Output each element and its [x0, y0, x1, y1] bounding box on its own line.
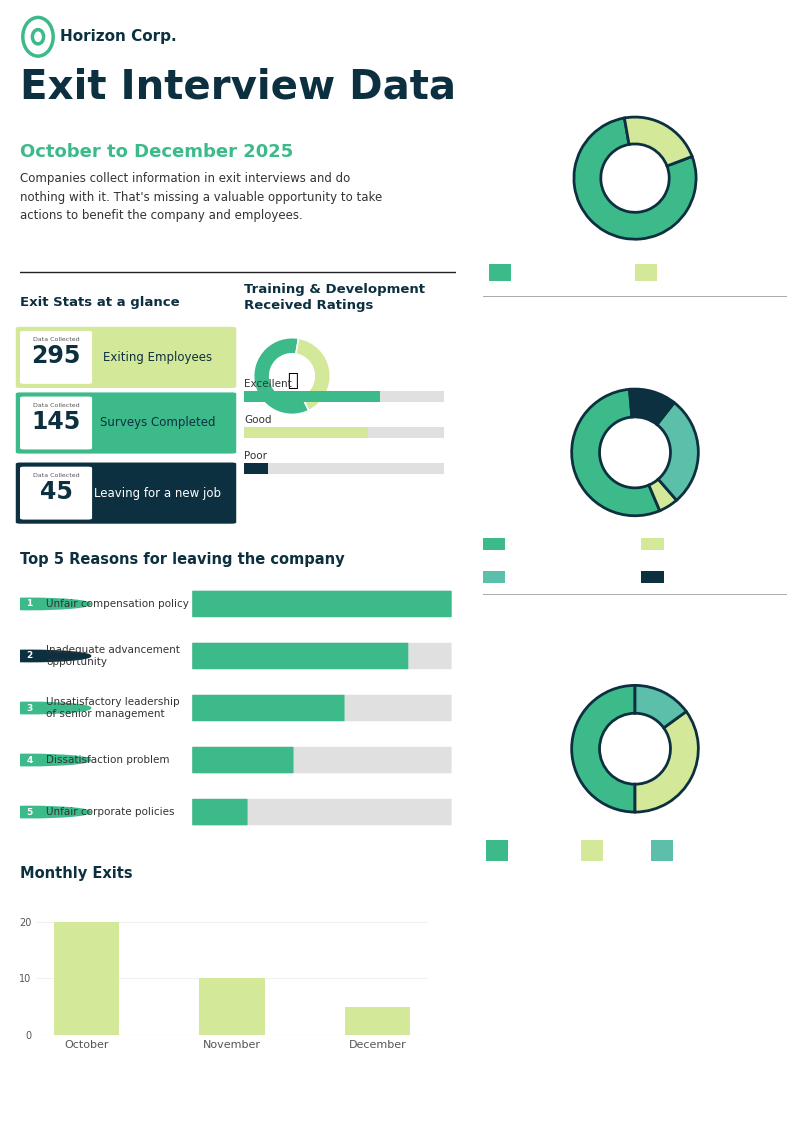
Text: Unfair corporate policies: Unfair corporate policies: [46, 808, 174, 817]
Text: Data Collected: Data Collected: [33, 403, 79, 408]
FancyBboxPatch shape: [20, 397, 92, 449]
FancyBboxPatch shape: [244, 428, 368, 438]
Text: Yes: Yes: [518, 846, 536, 855]
Text: 💼: 💼: [286, 372, 298, 390]
Text: Preventable VS Non-Preventable: Preventable VS Non-Preventable: [512, 71, 758, 85]
FancyBboxPatch shape: [244, 428, 444, 438]
Circle shape: [0, 754, 90, 766]
FancyBboxPatch shape: [483, 571, 505, 582]
FancyBboxPatch shape: [16, 327, 236, 388]
Wedge shape: [630, 389, 674, 424]
Text: ⚙: ⚙: [622, 170, 649, 199]
FancyBboxPatch shape: [16, 463, 236, 524]
FancyBboxPatch shape: [244, 464, 268, 474]
Wedge shape: [572, 389, 660, 516]
Text: 295: 295: [31, 344, 81, 369]
Bar: [345, 1007, 410, 1035]
Text: Dissatisfaction problem: Dissatisfaction problem: [46, 756, 170, 765]
Text: Unsatisfactory leadership
of senior management: Unsatisfactory leadership of senior mana…: [46, 697, 180, 719]
FancyBboxPatch shape: [486, 840, 508, 861]
FancyBboxPatch shape: [192, 746, 452, 774]
Text: Over-all Satisfaction
Exiting Employees: Over-all Satisfaction Exiting Employees: [558, 321, 712, 351]
FancyBboxPatch shape: [244, 464, 444, 474]
FancyBboxPatch shape: [192, 746, 294, 774]
Text: Surveys Completed: Surveys Completed: [100, 416, 215, 430]
Text: 4: 4: [26, 756, 33, 765]
Text: Inadequate advancement
opportunity: Inadequate advancement opportunity: [46, 645, 180, 667]
FancyBboxPatch shape: [192, 642, 452, 670]
Text: Very Satisfied: Very Satisfied: [673, 539, 742, 550]
Text: Top 5 Reasons for leaving the company: Top 5 Reasons for leaving the company: [20, 552, 345, 568]
Bar: [199, 978, 265, 1035]
FancyBboxPatch shape: [192, 694, 452, 722]
Text: Data Collected: Data Collected: [33, 473, 79, 478]
Text: 1: 1: [26, 599, 33, 608]
Circle shape: [0, 650, 90, 662]
Wedge shape: [635, 685, 686, 728]
Text: Preventable: Preventable: [521, 268, 587, 277]
Text: Not satisfied: Not satisfied: [514, 571, 578, 581]
Text: Would you recommend a friend
to work in the company?: Would you recommend a friend to work in …: [518, 620, 753, 649]
Text: Poor: Poor: [244, 451, 267, 461]
Text: ✓: ✓: [622, 444, 648, 473]
FancyBboxPatch shape: [483, 538, 505, 550]
FancyBboxPatch shape: [192, 798, 452, 826]
Wedge shape: [635, 711, 698, 812]
Text: 145: 145: [31, 409, 81, 434]
FancyBboxPatch shape: [651, 840, 673, 861]
Text: Excellent: Excellent: [244, 379, 292, 389]
Text: October to December 2025: October to December 2025: [20, 143, 294, 161]
FancyBboxPatch shape: [490, 264, 511, 282]
FancyBboxPatch shape: [16, 392, 236, 454]
Wedge shape: [649, 480, 677, 511]
Text: Unfair compensation policy: Unfair compensation policy: [46, 599, 189, 608]
FancyBboxPatch shape: [581, 840, 603, 861]
Text: 5: 5: [26, 808, 33, 817]
Wedge shape: [657, 403, 698, 500]
Text: No: No: [613, 846, 628, 855]
Circle shape: [0, 598, 90, 610]
Wedge shape: [296, 338, 330, 411]
Text: I don't know: I don't know: [682, 846, 750, 855]
FancyBboxPatch shape: [642, 538, 663, 550]
Text: Horizon Corp.: Horizon Corp.: [60, 29, 177, 44]
FancyBboxPatch shape: [20, 331, 92, 383]
FancyBboxPatch shape: [192, 694, 345, 722]
Text: Companies collect information in exit interviews and do
nothing with it. That's : Companies collect information in exit in…: [20, 172, 382, 223]
Wedge shape: [574, 118, 696, 239]
Text: 3: 3: [26, 703, 33, 713]
Text: Exiting Employees: Exiting Employees: [103, 351, 212, 364]
Text: Monthly Exits: Monthly Exits: [20, 866, 133, 881]
FancyBboxPatch shape: [642, 571, 663, 582]
FancyBboxPatch shape: [192, 642, 408, 670]
FancyBboxPatch shape: [635, 264, 657, 282]
Text: Leaving for a new job: Leaving for a new job: [94, 486, 222, 500]
Text: Exit Interview Data: Exit Interview Data: [20, 68, 456, 107]
Text: Not at all
satisfied: Not at all satisfied: [673, 566, 718, 587]
Circle shape: [0, 806, 90, 818]
Bar: [54, 922, 119, 1035]
FancyBboxPatch shape: [192, 590, 452, 618]
Text: Training & Development
Received Ratings: Training & Development Received Ratings: [244, 283, 425, 312]
FancyBboxPatch shape: [192, 590, 452, 618]
FancyBboxPatch shape: [244, 391, 380, 402]
Text: Good: Good: [244, 415, 271, 425]
Wedge shape: [624, 118, 692, 166]
FancyBboxPatch shape: [244, 391, 444, 402]
Wedge shape: [572, 685, 635, 812]
Text: 👥: 👥: [628, 745, 642, 765]
Wedge shape: [254, 338, 309, 414]
Text: Data Collected: Data Collected: [33, 337, 79, 343]
Text: Non-Preventable: Non-Preventable: [666, 268, 759, 277]
Text: Extremely Satisfied: Extremely Satisfied: [514, 539, 612, 550]
Circle shape: [0, 702, 90, 714]
Text: 45: 45: [40, 480, 73, 504]
FancyBboxPatch shape: [20, 467, 92, 519]
FancyBboxPatch shape: [192, 798, 247, 826]
Text: 2: 2: [26, 651, 33, 661]
Text: Exit Stats at a glance: Exit Stats at a glance: [20, 296, 180, 309]
